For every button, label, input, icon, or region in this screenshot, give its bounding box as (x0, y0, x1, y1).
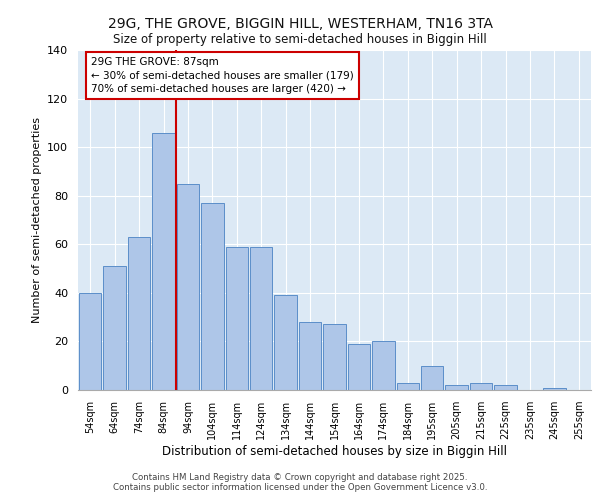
Text: 29G THE GROVE: 87sqm
← 30% of semi-detached houses are smaller (179)
70% of semi: 29G THE GROVE: 87sqm ← 30% of semi-detac… (91, 58, 354, 94)
Bar (372, 342, 395, 390)
X-axis label: Distribution of semi-detached houses by size in Biggin Hill: Distribution of semi-detached houses by … (162, 445, 507, 458)
Text: Contains HM Land Registry data © Crown copyright and database right 2025.
Contai: Contains HM Land Registry data © Crown c… (113, 473, 487, 492)
Y-axis label: Number of semi-detached properties: Number of semi-detached properties (32, 117, 41, 323)
Bar (103, 266, 126, 390)
Bar (79, 293, 101, 390)
Bar (226, 246, 248, 390)
Bar (470, 382, 493, 390)
Bar (152, 132, 175, 390)
Bar (323, 324, 346, 390)
Bar (128, 237, 151, 390)
Bar (250, 246, 272, 390)
Bar (421, 366, 443, 390)
Bar (299, 322, 322, 390)
Bar (201, 203, 224, 390)
Text: 29G, THE GROVE, BIGGIN HILL, WESTERHAM, TN16 3TA: 29G, THE GROVE, BIGGIN HILL, WESTERHAM, … (107, 18, 493, 32)
Bar (274, 296, 297, 390)
Text: Size of property relative to semi-detached houses in Biggin Hill: Size of property relative to semi-detach… (113, 32, 487, 46)
Bar (494, 385, 517, 390)
Bar (543, 388, 566, 390)
Bar (176, 184, 199, 390)
Bar (397, 382, 419, 390)
Bar (347, 344, 370, 390)
Bar (445, 385, 468, 390)
